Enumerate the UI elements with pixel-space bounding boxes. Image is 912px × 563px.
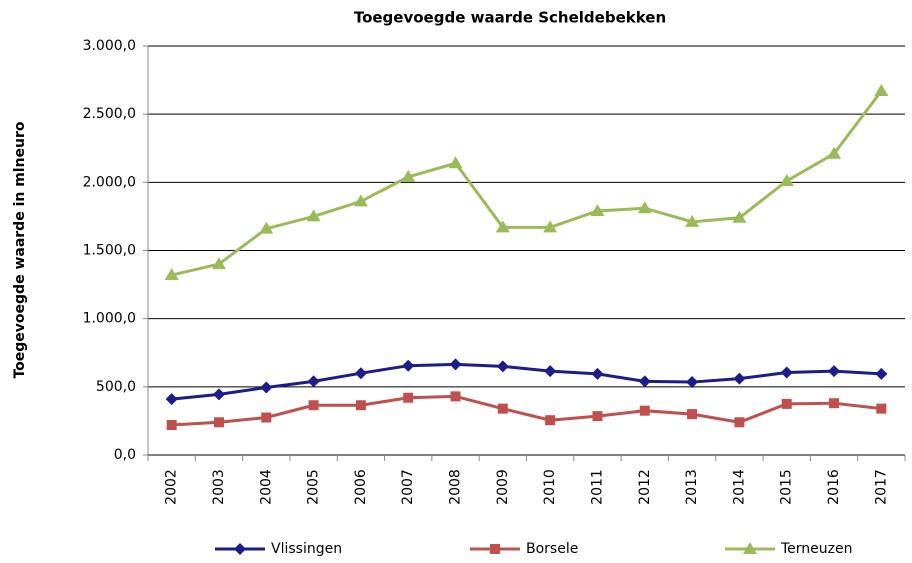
x-tick-label: 2015	[779, 469, 795, 505]
legend-label: Vlissingen	[271, 541, 342, 557]
point	[307, 375, 320, 388]
point	[449, 358, 462, 371]
point	[545, 415, 556, 426]
point	[401, 169, 416, 182]
x-tick-label: 2011	[589, 469, 605, 505]
point	[164, 268, 179, 281]
point	[686, 376, 699, 389]
point	[212, 388, 225, 401]
legend-marker	[490, 544, 500, 554]
point	[638, 375, 651, 388]
point	[828, 365, 841, 378]
point	[308, 400, 319, 411]
y-tick-label: 2.000,0	[83, 174, 136, 190]
point	[495, 220, 510, 233]
point	[591, 367, 604, 380]
point	[448, 156, 463, 169]
x-tick-label: 2004	[258, 469, 274, 505]
point	[734, 417, 745, 428]
x-tick-label: 2009	[495, 469, 511, 505]
x-tick-label: 2008	[448, 469, 464, 505]
legend-marker	[743, 542, 757, 554]
point	[165, 393, 178, 406]
legend-label: Borsele	[526, 541, 578, 557]
x-tick-label: 2013	[684, 469, 700, 505]
point	[497, 403, 508, 414]
x-tick-label: 2007	[400, 469, 416, 505]
x-tick-label: 2016	[826, 469, 842, 505]
x-tick-label: 2017	[873, 469, 889, 505]
y-axis-label: Toegevoegde waarde in mlneuro	[12, 121, 28, 378]
point	[875, 367, 888, 380]
point	[779, 173, 794, 186]
x-tick-label: 2006	[353, 469, 369, 505]
x-tick-label: 2005	[306, 469, 322, 505]
point	[403, 392, 414, 403]
y-tick-label: 1.000,0	[83, 311, 136, 327]
point	[355, 400, 366, 411]
x-tick-label: 2002	[164, 469, 180, 505]
y-tick-label: 500,0	[96, 379, 136, 395]
point	[354, 367, 367, 380]
point	[827, 146, 842, 159]
chart-title: Toegevoegde waarde Scheldebekken	[354, 9, 666, 27]
point	[592, 411, 603, 422]
point	[781, 398, 792, 409]
point	[213, 417, 224, 428]
point	[637, 201, 652, 214]
x-tick-label: 2012	[637, 469, 653, 505]
point	[733, 372, 746, 385]
point	[306, 209, 321, 222]
x-tick-label: 2010	[542, 469, 558, 505]
point	[876, 403, 887, 414]
series-line	[171, 394, 882, 427]
legend-label: Terneuzen	[780, 541, 853, 557]
point	[402, 359, 415, 372]
point	[685, 214, 700, 227]
y-tick-label: 3.000,0	[83, 38, 136, 54]
point	[687, 409, 698, 420]
series-line	[171, 362, 882, 401]
point	[496, 360, 509, 373]
point	[166, 420, 177, 431]
point	[450, 391, 461, 402]
point	[829, 398, 840, 409]
point	[353, 194, 368, 207]
point	[259, 221, 274, 234]
point	[780, 366, 793, 379]
point	[261, 412, 272, 423]
series-line	[171, 90, 883, 277]
point	[732, 210, 747, 223]
point	[874, 83, 889, 96]
point	[211, 257, 226, 270]
point	[260, 381, 273, 394]
point	[639, 405, 650, 416]
y-tick-label: 0,0	[114, 447, 136, 463]
y-tick-label: 2.500,0	[83, 106, 136, 122]
x-tick-label: 2003	[211, 469, 227, 505]
point	[544, 365, 557, 378]
x-tick-label: 2014	[731, 469, 747, 505]
point	[590, 203, 605, 216]
point	[543, 220, 558, 233]
y-tick-label: 1.500,0	[83, 243, 136, 259]
legend-marker	[234, 543, 246, 555]
